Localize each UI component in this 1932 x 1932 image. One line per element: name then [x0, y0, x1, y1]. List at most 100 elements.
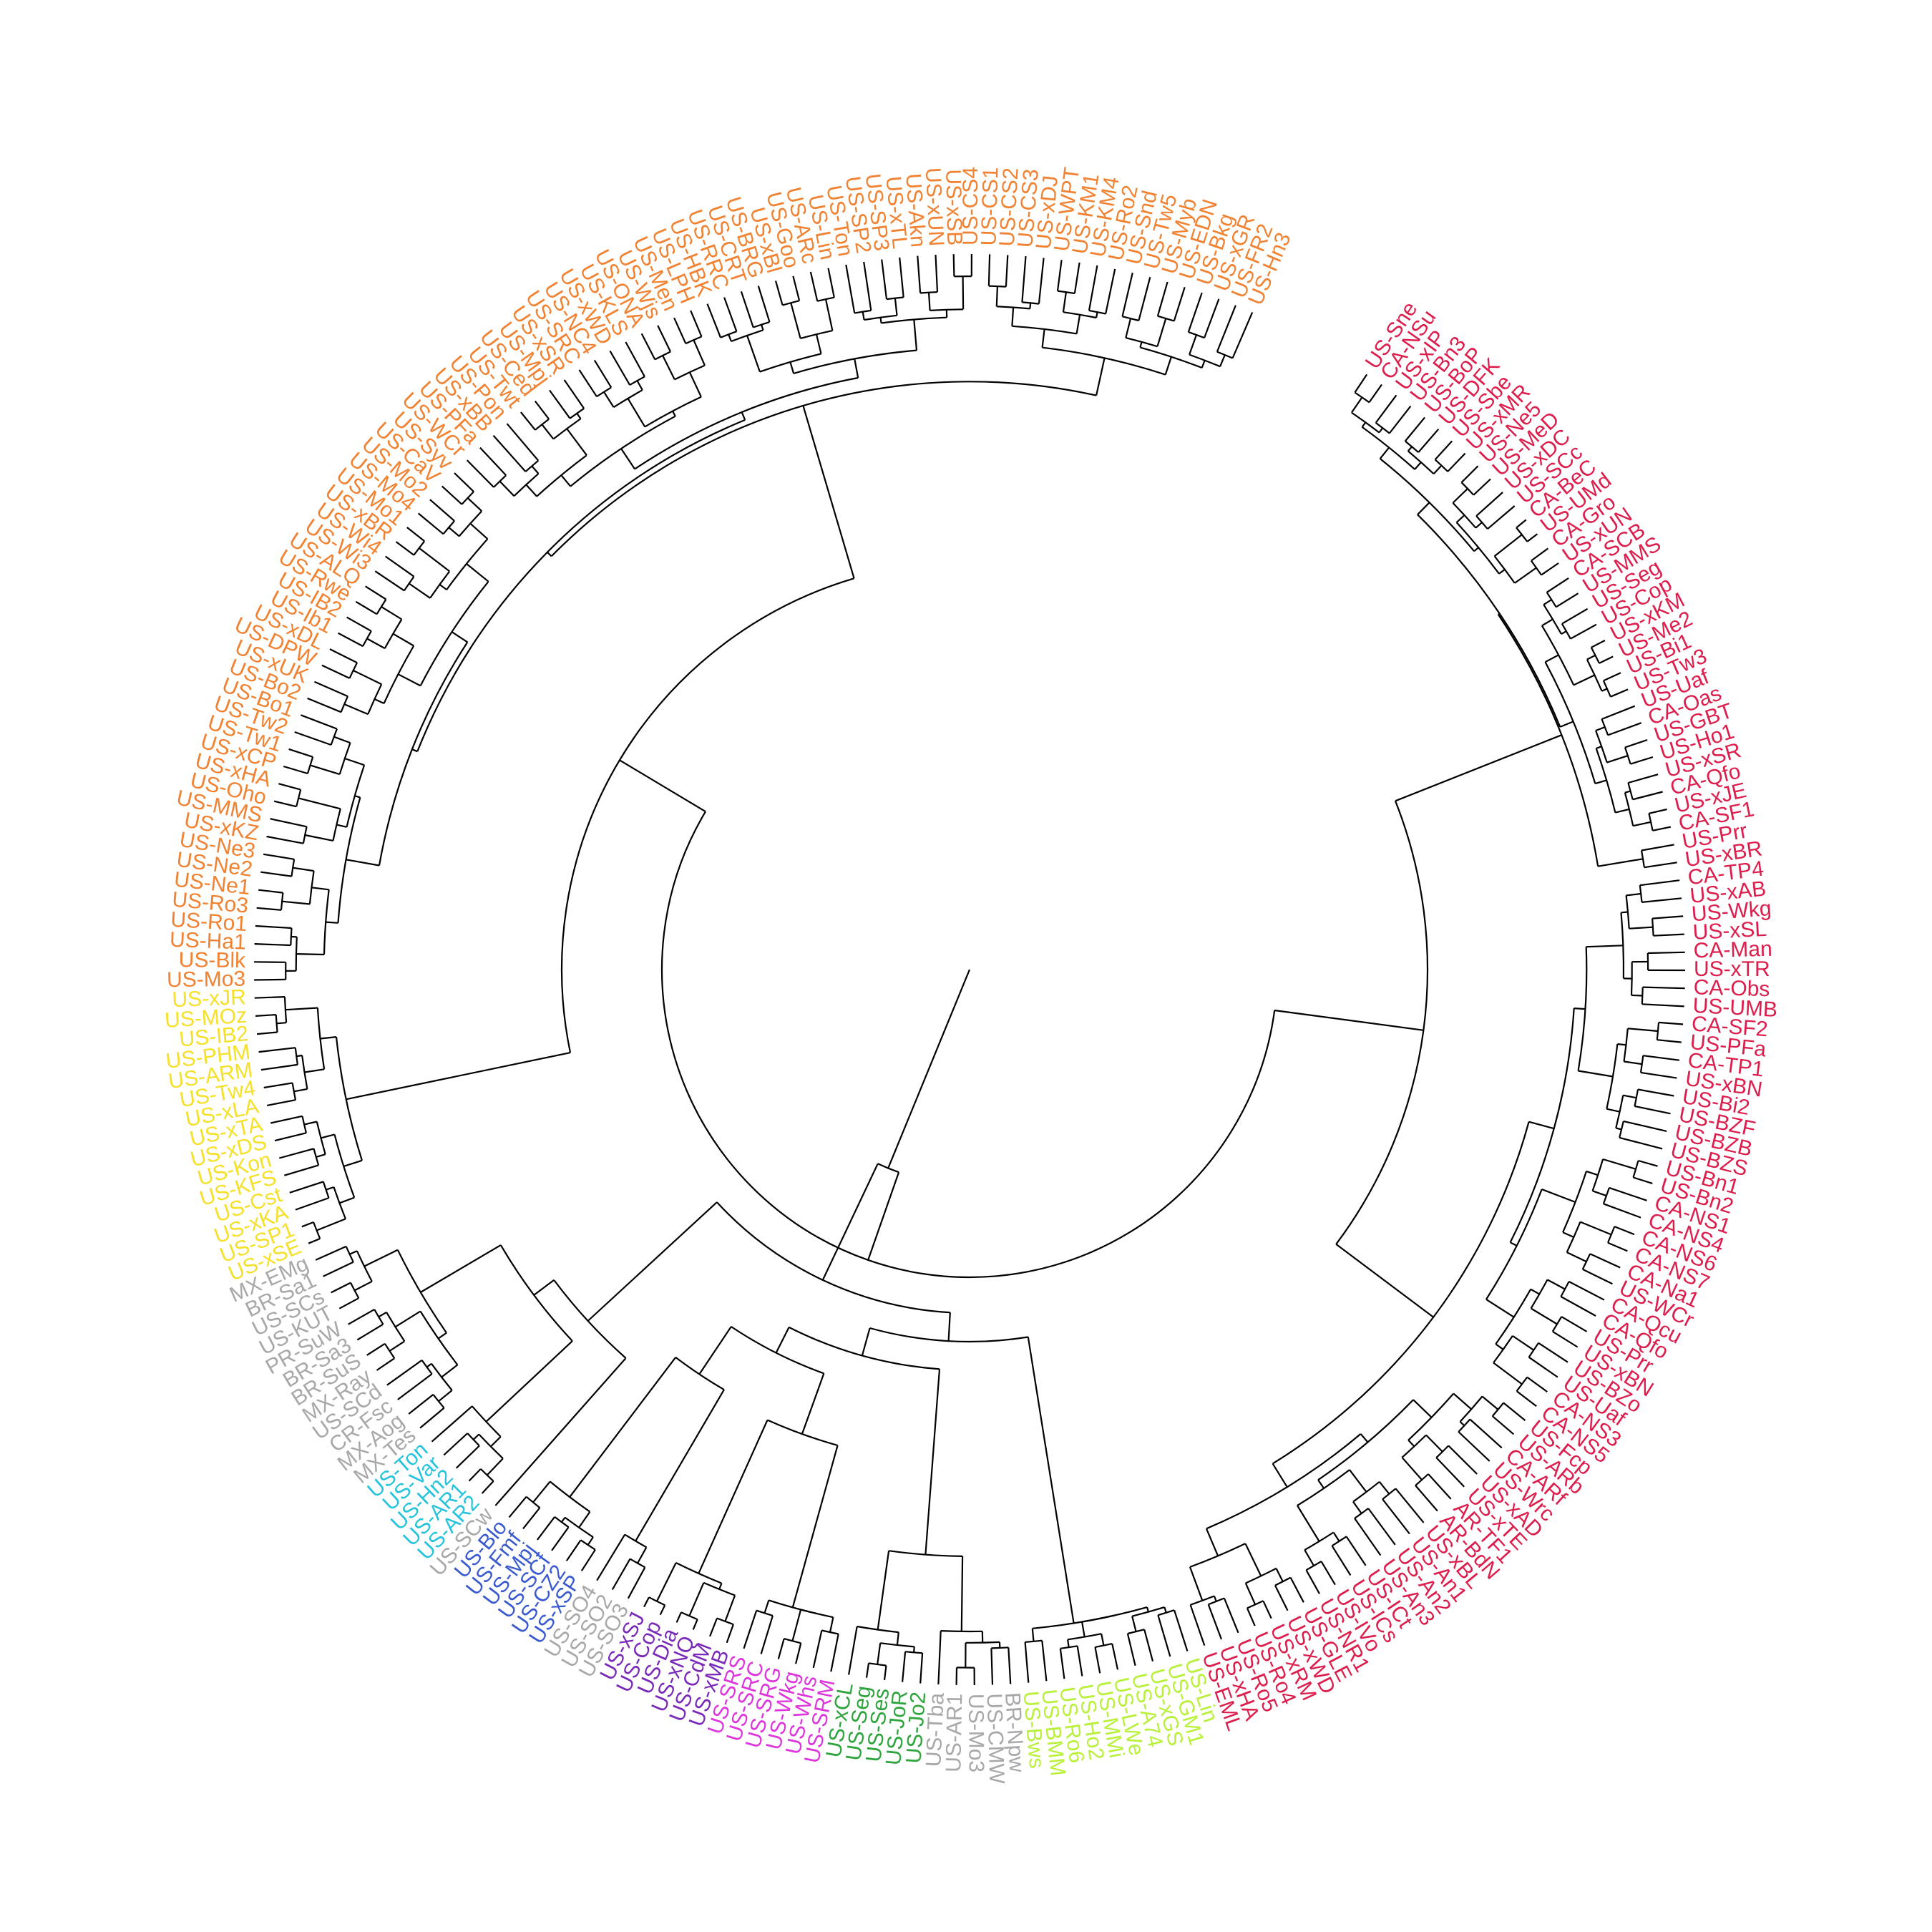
internal-branch: [326, 922, 338, 923]
internal-branch: [1158, 318, 1166, 346]
node-arc: [1022, 302, 1039, 303]
node-arc: [1531, 1279, 1548, 1308]
tip-branch: [1634, 1178, 1653, 1184]
tip-branch: [356, 602, 376, 615]
internal-branch: [621, 449, 635, 469]
internal-branch: [1606, 1109, 1619, 1112]
internal-branch: [1621, 912, 1628, 913]
internal-branch: [1380, 1482, 1390, 1494]
internal-branch: [345, 758, 364, 765]
tip-branch: [1291, 1578, 1304, 1603]
internal-branch: [298, 798, 341, 809]
internal-branch: [491, 1437, 501, 1447]
node-arc: [878, 1163, 899, 1172]
internal-branch: [878, 1551, 889, 1629]
tip-branch: [1158, 1615, 1170, 1657]
internal-branch: [1629, 927, 1653, 929]
internal-branch: [830, 1617, 833, 1632]
tip-branch: [1008, 1647, 1010, 1684]
node-arc: [386, 1312, 404, 1342]
internal-branch: [562, 1518, 565, 1522]
node-arc: [1591, 648, 1599, 663]
tip-branch: [1470, 1420, 1501, 1448]
tip-branch: [430, 499, 454, 521]
node-arc: [1217, 352, 1233, 358]
internal-branch: [305, 1069, 325, 1072]
node-arc: [472, 1406, 501, 1437]
tip-branch: [1332, 1546, 1351, 1575]
tip-branch: [829, 268, 834, 298]
internal-branch: [1220, 355, 1225, 366]
internal-branch: [1587, 655, 1596, 660]
tip-branch: [432, 1406, 472, 1442]
tip-branch: [1458, 1432, 1489, 1461]
tip-branch: [658, 326, 670, 352]
tip-branch: [469, 1469, 481, 1481]
tip-branch: [1625, 740, 1647, 748]
internal-branch: [336, 825, 346, 827]
tip-branch: [1640, 880, 1679, 885]
tip-branch: [308, 698, 341, 712]
node-arc: [1025, 1641, 1043, 1642]
node-arc: [1640, 885, 1642, 902]
node-arc: [675, 366, 705, 380]
tip-branch: [1527, 1377, 1547, 1392]
tip-branch: [367, 1344, 385, 1355]
internal-branch: [449, 527, 459, 536]
node-arc: [1209, 1599, 1224, 1605]
internal-branch: [881, 318, 882, 323]
internal-branch: [1408, 1440, 1414, 1447]
internal-branch: [343, 1161, 362, 1166]
internal-branch: [690, 372, 701, 396]
node-arc: [662, 811, 1274, 1277]
tip-branch: [1096, 1647, 1101, 1673]
tip-branch: [537, 1517, 555, 1540]
internal-branch: [393, 634, 414, 646]
internal-branch: [1126, 318, 1131, 338]
tip-branch: [1642, 898, 1682, 902]
internal-branch: [304, 1122, 317, 1125]
internal-branch: [412, 749, 417, 751]
internal-branch: [1496, 1344, 1503, 1349]
node-arc: [1517, 1377, 1528, 1392]
internal-branch: [1602, 689, 1607, 691]
internal-branch: [1617, 1044, 1626, 1045]
internal-branch: [638, 381, 643, 390]
tip-branch: [295, 732, 331, 745]
tip-branch: [1174, 1610, 1187, 1651]
internal-branch: [353, 670, 382, 684]
tip-branch: [1643, 987, 1685, 989]
tip-branch: [1527, 534, 1537, 542]
internal-branch: [1453, 489, 1468, 503]
tip-branch: [331, 1283, 351, 1293]
internal-branch: [1475, 522, 1482, 528]
internal-branch: [421, 1245, 501, 1292]
tip-branch: [625, 342, 645, 376]
internal-branch: [1607, 756, 1628, 763]
tip-branch: [275, 1133, 306, 1141]
tip-branch: [1418, 429, 1438, 452]
internal-branch: [467, 564, 489, 582]
node-arc: [433, 1395, 444, 1408]
node-arc: [1307, 1561, 1322, 1570]
node-arc: [1657, 1023, 1659, 1040]
tip-branch: [1562, 609, 1588, 624]
tip-branch: [1368, 1508, 1395, 1545]
node-arc: [649, 1597, 665, 1605]
internal-branch: [728, 334, 731, 341]
tip-branch: [580, 370, 597, 396]
tip-branch: [366, 586, 386, 599]
node-arc: [1382, 1488, 1395, 1499]
node-arc: [597, 387, 611, 396]
node-arc: [535, 419, 549, 430]
internal-branch: [895, 298, 897, 316]
node-arc: [1596, 731, 1607, 763]
internal-branch: [1413, 1400, 1432, 1418]
internal-branch: [604, 392, 614, 407]
tip-branch: [1209, 1604, 1221, 1639]
tip-branch: [255, 997, 285, 998]
tip-branch: [674, 318, 686, 343]
internal-branch: [532, 466, 538, 474]
tip-branch: [1106, 269, 1115, 314]
internal-branch: [863, 312, 864, 320]
